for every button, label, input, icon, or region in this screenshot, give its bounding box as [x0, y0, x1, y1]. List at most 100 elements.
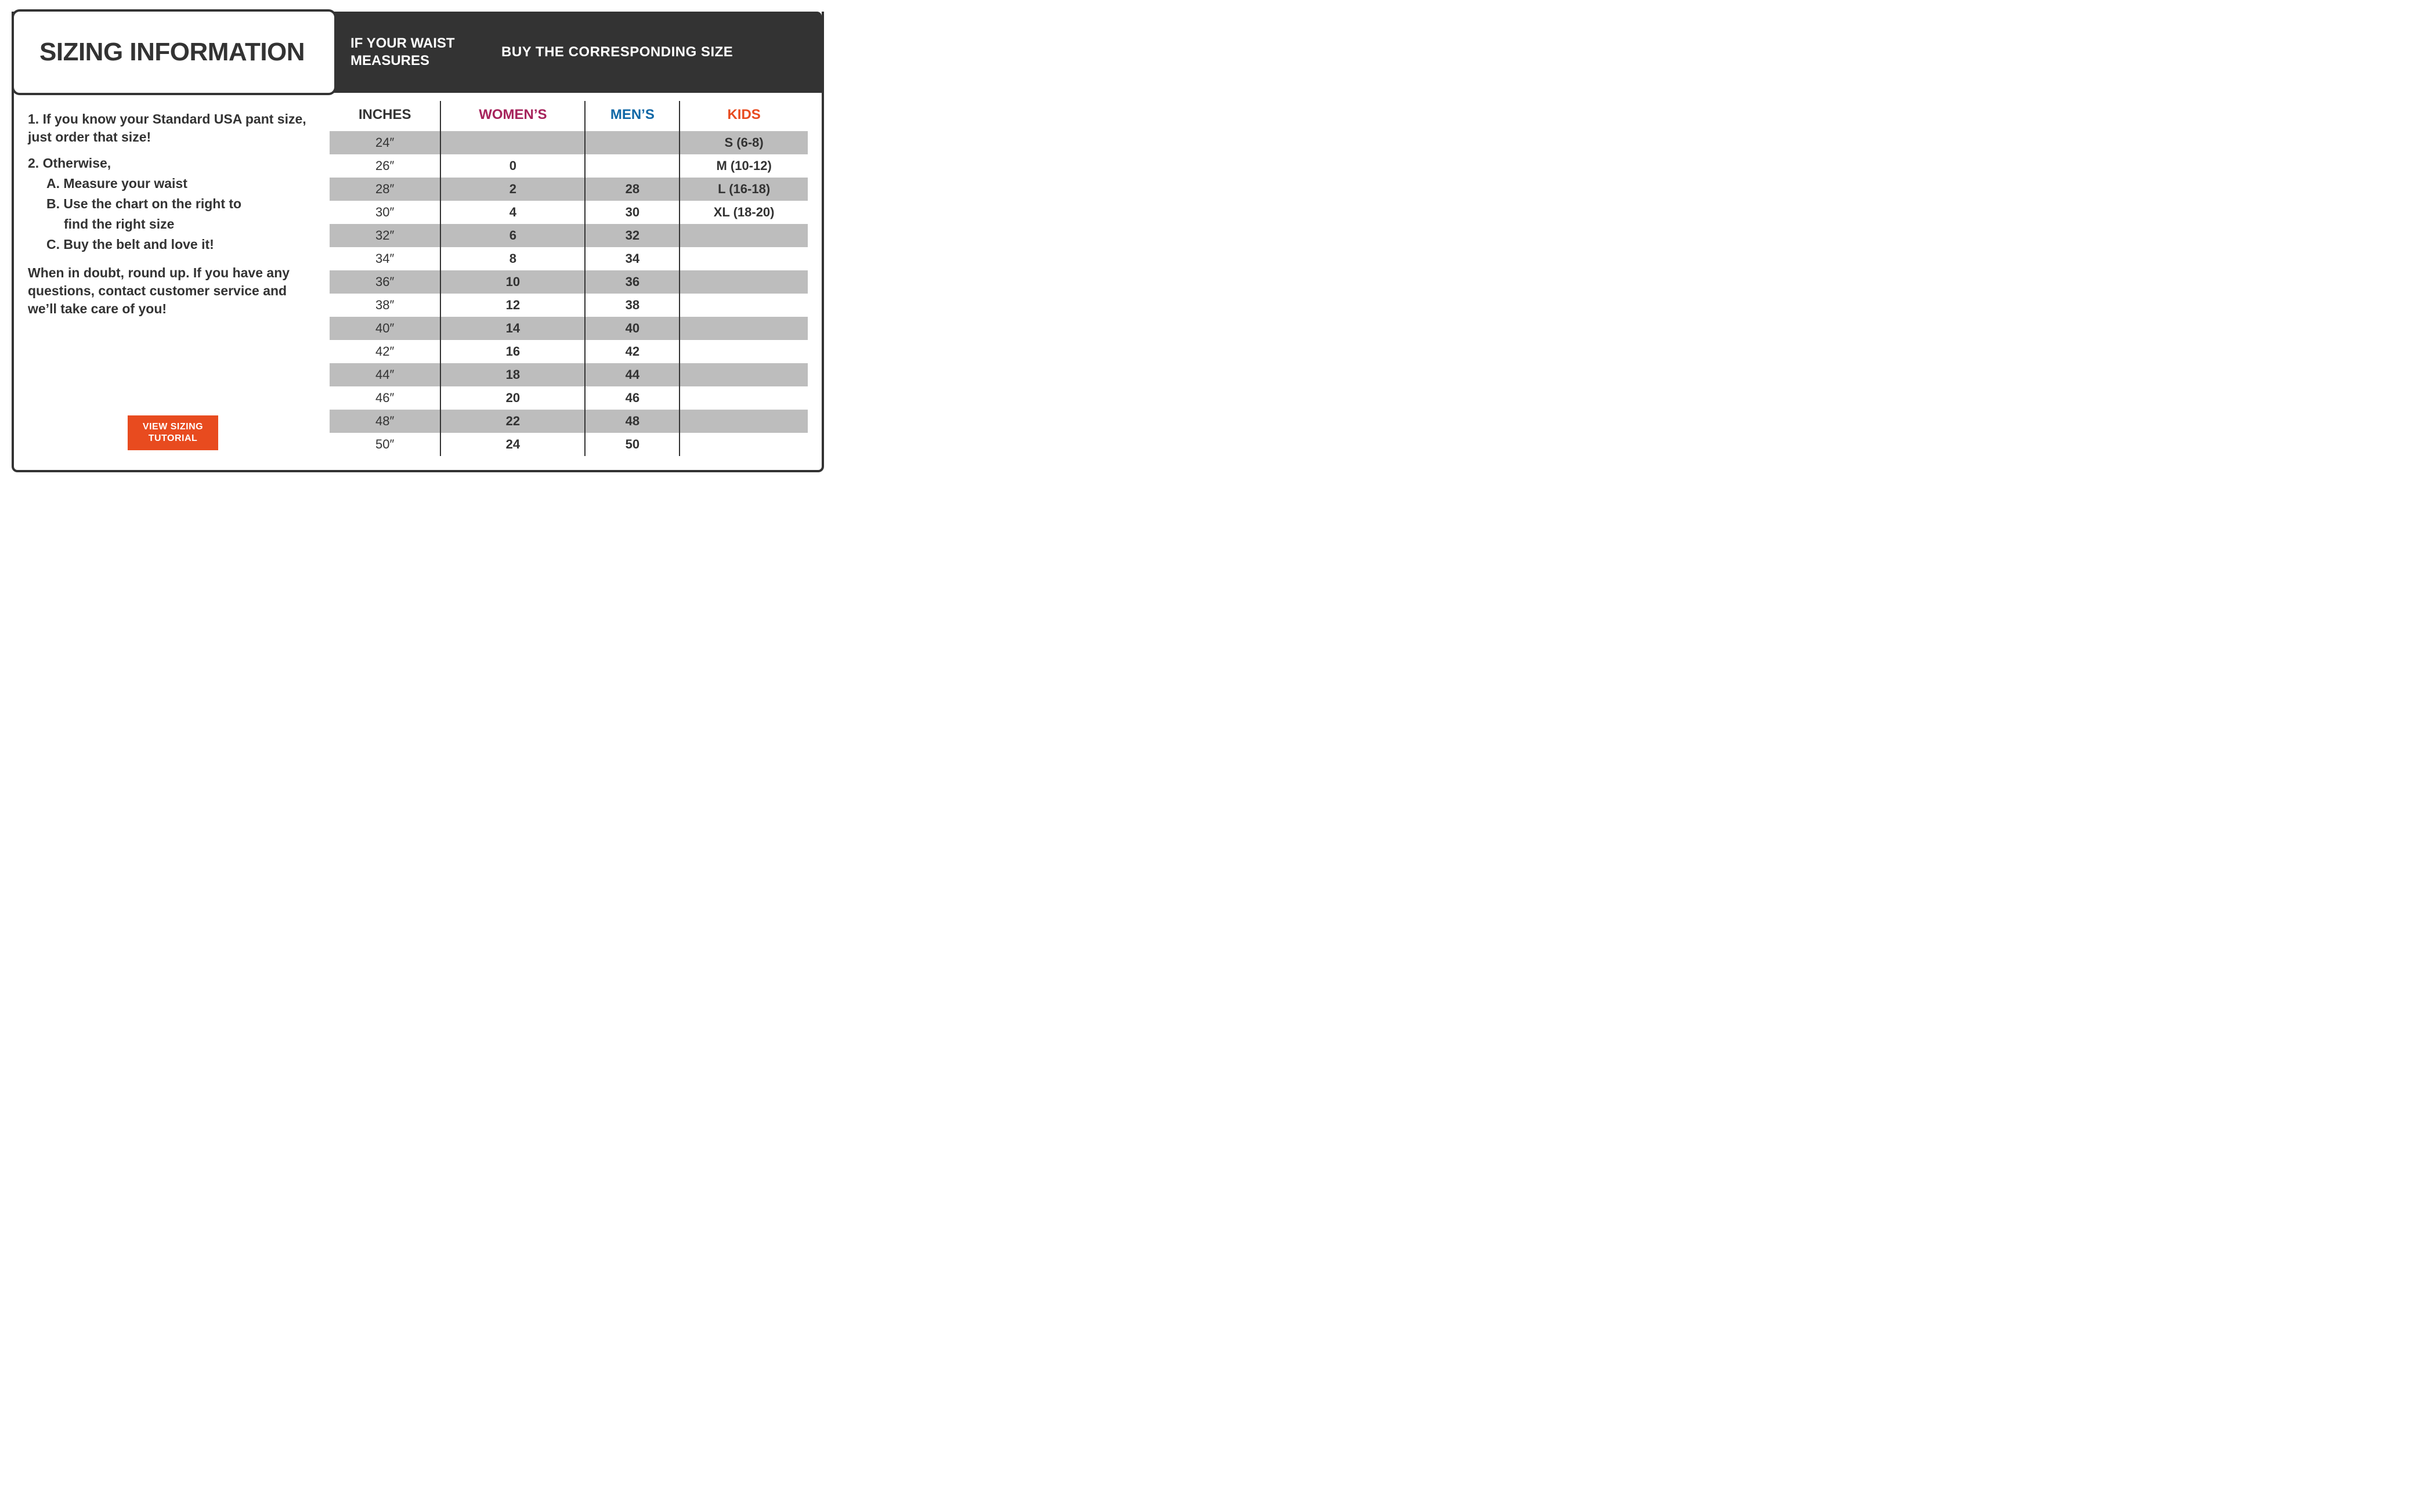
- cell-mens: 48: [585, 410, 680, 433]
- cell-inches: 36″: [330, 270, 440, 294]
- header-waist-label: IF YOUR WAIST MEASURES: [350, 35, 467, 70]
- col-mens: MEN’S: [585, 101, 680, 131]
- cell-inches: 40″: [330, 317, 440, 340]
- size-table-header-row: INCHES WOMEN’S MEN’S KIDS: [330, 101, 808, 131]
- cell-mens: 34: [585, 247, 680, 270]
- body: 1. If you know your Standard USA pant si…: [14, 93, 822, 470]
- header-waist-line1: IF YOUR WAIST: [350, 35, 455, 51]
- cell-kids: [680, 410, 808, 433]
- table-row: 34″834: [330, 247, 808, 270]
- cell-womens: 0: [440, 154, 585, 178]
- cell-inches: 46″: [330, 386, 440, 410]
- cell-kids: [680, 386, 808, 410]
- cell-womens: 8: [440, 247, 585, 270]
- instruction-step2b-cont: find the right size: [28, 215, 318, 233]
- sizing-card: SIZING INFORMATION IF YOUR WAIST MEASURE…: [12, 12, 824, 472]
- cell-kids: [680, 270, 808, 294]
- instruction-step2: 2. Otherwise,: [28, 154, 318, 172]
- table-row: 28″228L (16-18): [330, 178, 808, 201]
- table-row: 30″430XL (18-20): [330, 201, 808, 224]
- cell-mens: 44: [585, 363, 680, 386]
- cell-mens: 50: [585, 433, 680, 456]
- cell-mens: 28: [585, 178, 680, 201]
- cell-womens: 20: [440, 386, 585, 410]
- cell-inches: 32″: [330, 224, 440, 247]
- button-wrap: VIEW SIZING TUTORIAL: [28, 415, 318, 456]
- cell-kids: XL (18-20): [680, 201, 808, 224]
- header-band: SIZING INFORMATION IF YOUR WAIST MEASURE…: [14, 12, 822, 93]
- table-row: 40″1440: [330, 317, 808, 340]
- cell-kids: [680, 247, 808, 270]
- table-row: 42″1642: [330, 340, 808, 363]
- cell-kids: [680, 224, 808, 247]
- cell-womens: 10: [440, 270, 585, 294]
- cell-womens: 14: [440, 317, 585, 340]
- cell-mens: 46: [585, 386, 680, 410]
- cell-kids: [680, 340, 808, 363]
- cell-womens: 2: [440, 178, 585, 201]
- cell-mens: 38: [585, 294, 680, 317]
- title-box: SIZING INFORMATION: [12, 9, 337, 95]
- cell-kids: [680, 294, 808, 317]
- size-table-panel: INCHES WOMEN’S MEN’S KIDS 24″S (6-8)26″0…: [330, 101, 808, 456]
- cell-womens: 18: [440, 363, 585, 386]
- instruction-note: When in doubt, round up. If you have any…: [28, 264, 318, 318]
- button-line2: TUTORIAL: [149, 433, 198, 443]
- col-womens: WOMEN’S: [440, 101, 585, 131]
- cell-kids: S (6-8): [680, 131, 808, 154]
- cell-inches: 24″: [330, 131, 440, 154]
- col-kids: KIDS: [680, 101, 808, 131]
- cell-inches: 34″: [330, 247, 440, 270]
- cell-womens: 22: [440, 410, 585, 433]
- page-title: SIZING INFORMATION: [39, 38, 305, 67]
- table-row: 44″1844: [330, 363, 808, 386]
- table-row: 24″ S (6-8): [330, 131, 808, 154]
- instruction-step1: 1. If you know your Standard USA pant si…: [28, 110, 318, 146]
- cell-mens: 36: [585, 270, 680, 294]
- table-row: 38″1238: [330, 294, 808, 317]
- instructions-panel: 1. If you know your Standard USA pant si…: [28, 101, 330, 456]
- view-sizing-tutorial-button[interactable]: VIEW SIZING TUTORIAL: [128, 415, 218, 450]
- cell-kids: [680, 433, 808, 456]
- cell-inches: 30″: [330, 201, 440, 224]
- table-row: 26″0 M (10-12): [330, 154, 808, 178]
- cell-kids: M (10-12): [680, 154, 808, 178]
- cell-womens: 16: [440, 340, 585, 363]
- cell-kids: [680, 363, 808, 386]
- cell-inches: 48″: [330, 410, 440, 433]
- instruction-step2b: B. Use the chart on the right to: [28, 195, 318, 213]
- cell-womens: [440, 131, 585, 154]
- cell-mens: [585, 131, 680, 154]
- cell-kids: L (16-18): [680, 178, 808, 201]
- size-table-body: 24″S (6-8)26″0M (10-12)28″228L (16-18)30…: [330, 131, 808, 456]
- cell-inches: 38″: [330, 294, 440, 317]
- button-line1: VIEW SIZING: [143, 422, 203, 432]
- cell-womens: 12: [440, 294, 585, 317]
- cell-mens: 40: [585, 317, 680, 340]
- table-row: 46″2046: [330, 386, 808, 410]
- cell-mens: [585, 154, 680, 178]
- cell-inches: 50″: [330, 433, 440, 456]
- size-table: INCHES WOMEN’S MEN’S KIDS 24″S (6-8)26″0…: [330, 101, 808, 456]
- header-waist-line2: MEASURES: [350, 53, 429, 68]
- cell-inches: 26″: [330, 154, 440, 178]
- cell-inches: 42″: [330, 340, 440, 363]
- header-buy-label: BUY THE CORRESPONDING SIZE: [501, 44, 733, 60]
- cell-womens: 4: [440, 201, 585, 224]
- cell-womens: 6: [440, 224, 585, 247]
- cell-mens: 30: [585, 201, 680, 224]
- table-row: 50″2450: [330, 433, 808, 456]
- instruction-step2c: C. Buy the belt and love it!: [28, 236, 318, 254]
- cell-inches: 44″: [330, 363, 440, 386]
- header-right: IF YOUR WAIST MEASURES BUY THE CORRESPON…: [350, 35, 733, 70]
- cell-mens: 42: [585, 340, 680, 363]
- instruction-step2a: A. Measure your waist: [28, 175, 318, 193]
- table-row: 32″632: [330, 224, 808, 247]
- cell-inches: 28″: [330, 178, 440, 201]
- cell-kids: [680, 317, 808, 340]
- instruction-step2-block: 2. Otherwise, A. Measure your waist B. U…: [28, 154, 318, 256]
- cell-womens: 24: [440, 433, 585, 456]
- col-inches: INCHES: [330, 101, 440, 131]
- cell-mens: 32: [585, 224, 680, 247]
- table-row: 36″1036: [330, 270, 808, 294]
